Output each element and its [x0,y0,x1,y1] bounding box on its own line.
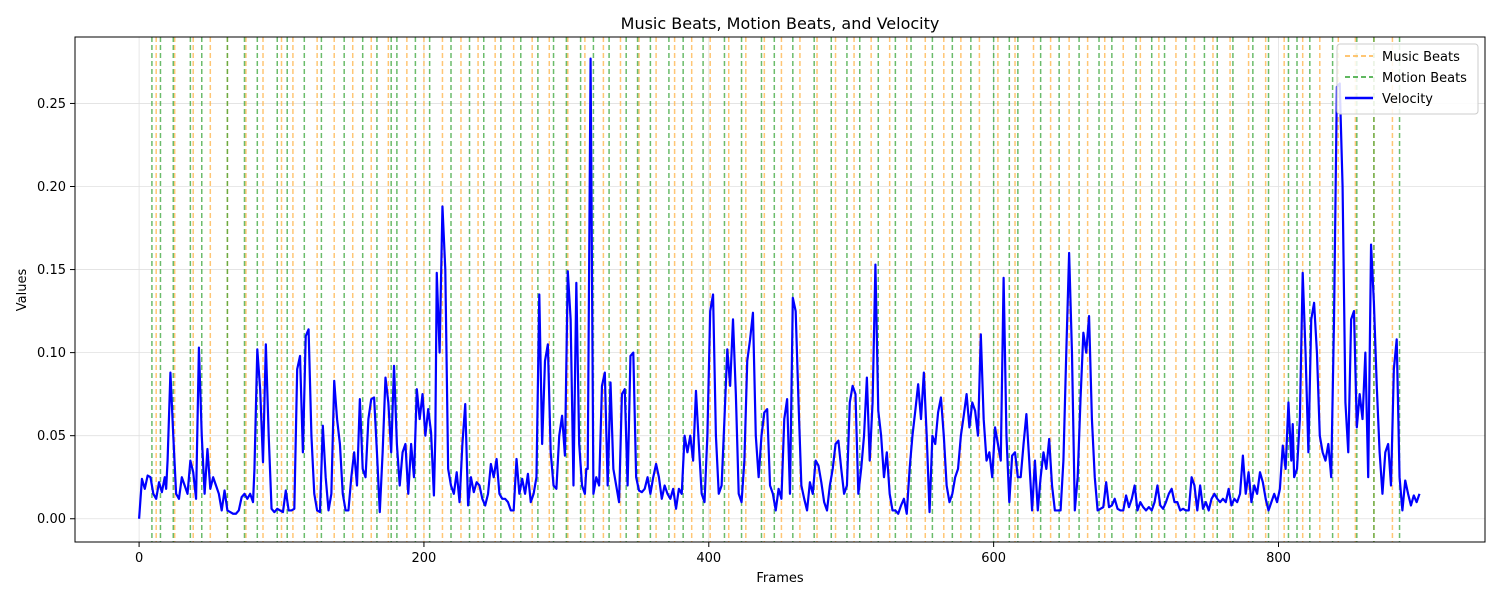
y-tick-label: 0.25 [37,97,66,112]
velocity-layer [137,57,1421,519]
y-axis-ticks: 0.00 0.05 0.10 0.15 0.20 0.25 [37,97,75,527]
grid [75,37,1485,542]
legend: Music Beats Motion Beats Velocity [1336,43,1479,115]
velocity-series-line [137,57,1421,519]
y-tick-label: 0.20 [37,180,66,195]
legend-motion-label: Motion Beats [1382,71,1467,86]
y-axis-label: Values [15,269,30,312]
x-tick-label: 400 [696,551,721,566]
legend-velocity-label: Velocity [1382,92,1433,107]
x-axis-ticks: 0 200 400 600 800 [135,542,1291,566]
y-tick-label: 0.05 [37,429,66,444]
legend-music-label: Music Beats [1382,50,1460,65]
y-tick-label: 0.15 [37,263,66,278]
plot-frame [74,36,1486,543]
x-tick-label: 200 [412,551,437,566]
x-tick-label: 0 [135,551,143,566]
chart-title: Music Beats, Motion Beats, and Velocity [621,14,940,33]
x-tick-label: 800 [1266,551,1291,566]
y-tick-label: 0.00 [37,512,66,527]
legend-box [1336,43,1479,115]
x-tick-label: 600 [981,551,1006,566]
y-tick-label: 0.10 [37,346,66,361]
x-axis-label: Frames [756,571,804,586]
